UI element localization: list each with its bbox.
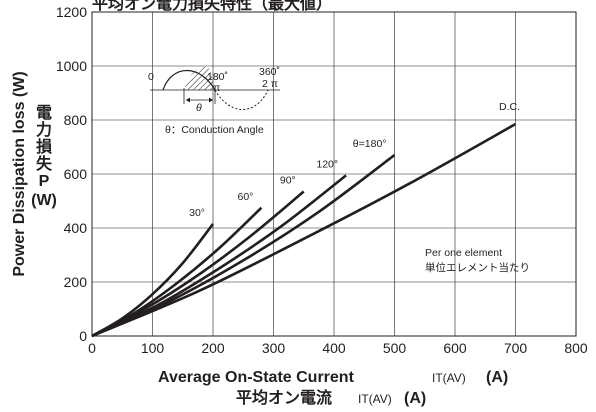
waveform-360-rad: 2 π bbox=[262, 78, 278, 90]
series-line bbox=[91, 122, 517, 338]
series-label: 120° bbox=[316, 158, 338, 170]
y-tick-label: 400 bbox=[64, 220, 88, 236]
series-label: 90° bbox=[280, 175, 296, 187]
element-note-jp: 単位エレメント当たり bbox=[425, 261, 530, 274]
y-axis-title-jp-char: 力 bbox=[36, 120, 52, 139]
y-axis-title: Power Dissipation loss (W) bbox=[11, 71, 28, 276]
y-tick-label: 800 bbox=[64, 112, 88, 128]
waveform-negative-half bbox=[214, 89, 269, 110]
x-tick-label: 600 bbox=[443, 340, 467, 356]
series-label: 60° bbox=[238, 191, 254, 203]
tick-labels: 0 100 200 300 400 500 600 700 800 0 200 400 600 800 10… bbox=[56, 4, 588, 356]
waveform-zero-label: 0 bbox=[148, 71, 154, 83]
series-lines bbox=[91, 122, 517, 338]
waveform-theta-label: θ bbox=[196, 102, 202, 114]
y-tick-label: 0 bbox=[79, 328, 87, 344]
y-axis-title-jp-char: 失 bbox=[36, 154, 53, 173]
dc-label: D.C. bbox=[499, 101, 520, 113]
x-tick-label: 200 bbox=[201, 340, 225, 356]
theta-arrowhead-right bbox=[209, 97, 213, 103]
x-tick-label: 400 bbox=[322, 340, 346, 356]
element-note-en: Per one element bbox=[425, 247, 502, 259]
x-axis-title: Average On-State Current bbox=[158, 369, 355, 386]
x-axis-unit-jp: (A) bbox=[404, 390, 426, 407]
x-tick-label: 700 bbox=[504, 340, 528, 356]
y-tick-label: 1000 bbox=[56, 58, 87, 74]
series-line bbox=[91, 190, 305, 338]
grid bbox=[92, 12, 576, 336]
series-labels: 30° 60° 90° 120° θ=180° bbox=[189, 138, 386, 219]
x-tick-label: 0 bbox=[88, 340, 96, 356]
x-axis-unit: (A) bbox=[486, 369, 508, 386]
theta-arrowhead-left bbox=[186, 97, 190, 103]
x-tick-label: 500 bbox=[383, 340, 407, 356]
y-tick-label: 600 bbox=[64, 166, 88, 182]
series-label: θ=180° bbox=[353, 138, 387, 150]
x-tick-label: 800 bbox=[564, 340, 588, 356]
waveform-hatched-region bbox=[184, 67, 215, 90]
x-tick-label: 100 bbox=[141, 340, 165, 356]
y-axis-title-jp-char: 電 bbox=[36, 104, 52, 122]
y-tick-label: 200 bbox=[64, 274, 88, 290]
x-tick-label: 300 bbox=[262, 340, 286, 356]
y-axis-title-jp-char: P bbox=[39, 173, 50, 190]
y-tick-label: 1200 bbox=[56, 4, 87, 20]
y-axis-title-jp-char: 損 bbox=[36, 137, 53, 156]
waveform-360-deg: 360˚ bbox=[259, 66, 280, 78]
x-axis-symbol-jp: IT(AV) bbox=[358, 392, 392, 406]
waveform-inset: 0 180˚ π 360˚ 2 π θ θ：Conduction Angle bbox=[148, 66, 280, 136]
series-line bbox=[91, 154, 396, 338]
conduction-angle-label: θ：Conduction Angle bbox=[165, 124, 264, 136]
series-label: 30° bbox=[189, 207, 205, 219]
waveform-180-deg: 180˚ bbox=[207, 71, 228, 83]
x-axis-title-jp: 平均オン電流 bbox=[236, 388, 332, 407]
chart-title: 平均オン電力損失特性（最大値） bbox=[92, 0, 332, 13]
y-axis-title-jp-char: (W) bbox=[31, 192, 57, 209]
waveform-positive-half bbox=[162, 69, 216, 91]
plot-frame bbox=[91, 11, 577, 337]
x-axis-symbol: IT(AV) bbox=[432, 371, 466, 385]
waveform-180-rad: π bbox=[213, 82, 220, 94]
